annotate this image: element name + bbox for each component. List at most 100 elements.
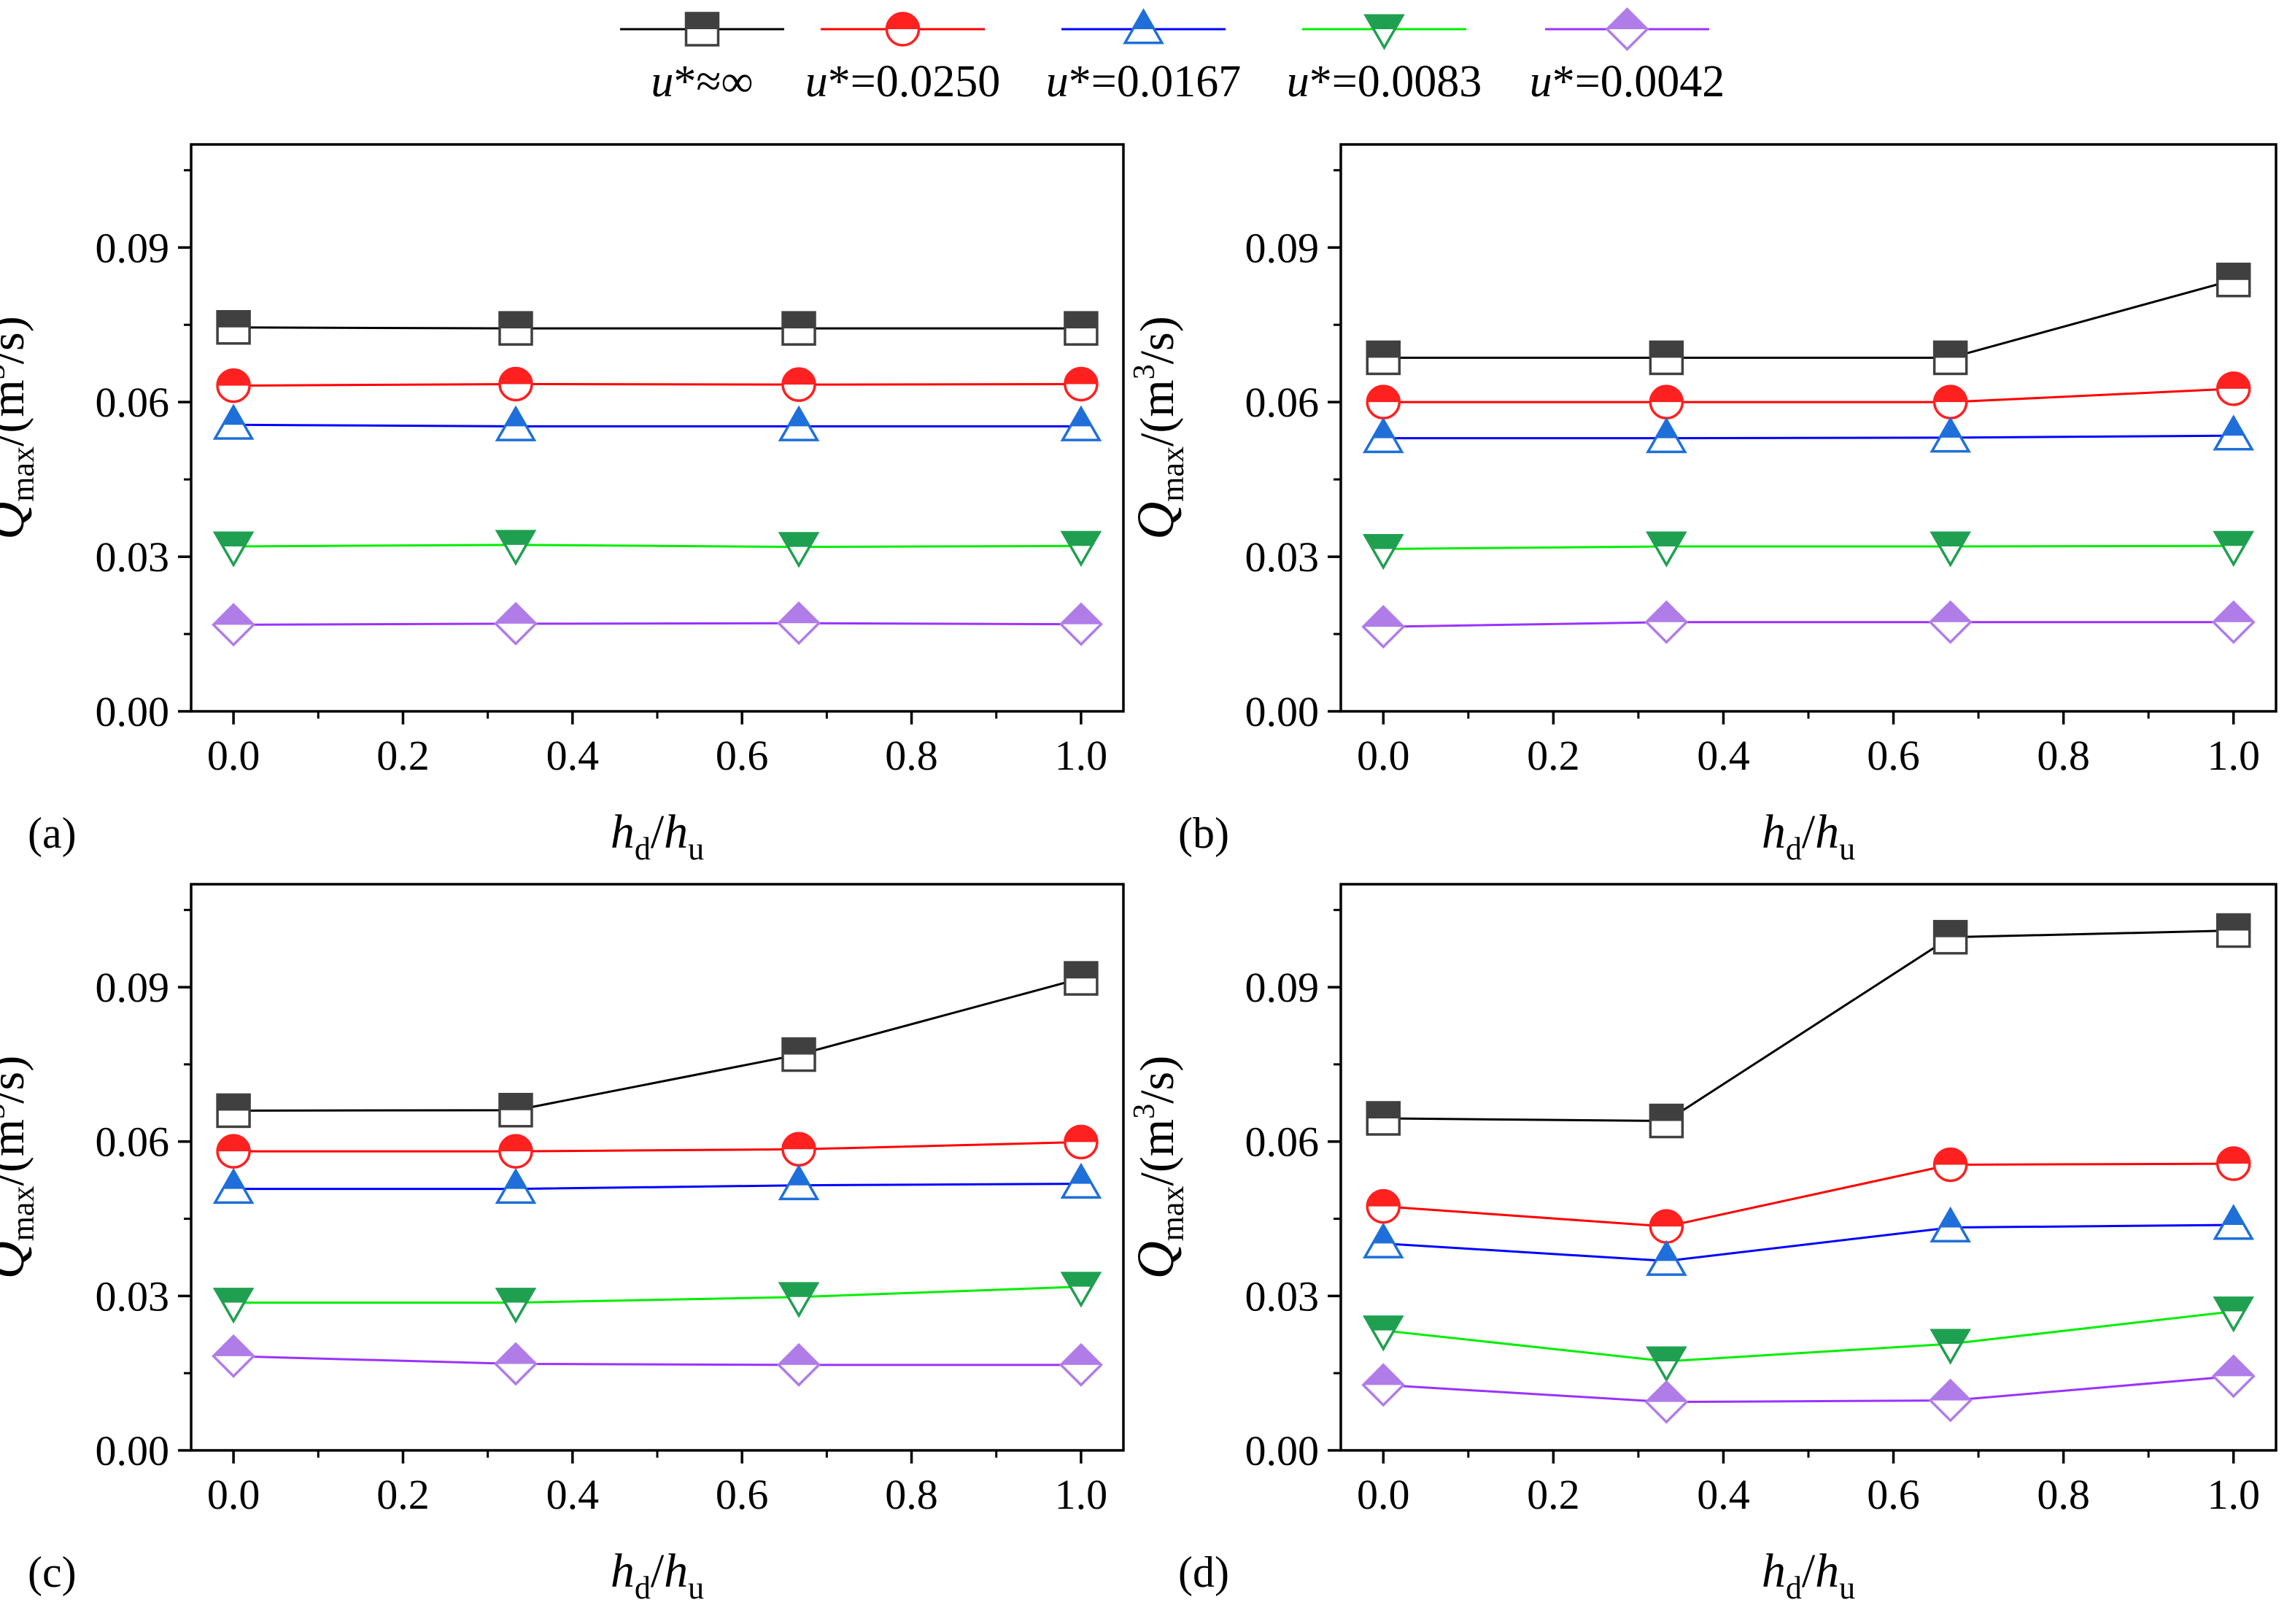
legend-item: u*=0.0250: [805, 12, 1000, 107]
data-point: [1361, 1363, 1406, 1407]
marker-fill: [1646, 602, 1687, 622]
marker-fill: [1367, 386, 1400, 403]
legend-label-value: *=0.0250: [828, 57, 1000, 107]
marker-fill: [1940, 1209, 1962, 1228]
data-point: [778, 1282, 820, 1318]
x-tick-label: 0.0: [1357, 732, 1410, 779]
x-axis-label-sub: d: [1786, 1570, 1802, 1606]
panel-tag: (c): [28, 1548, 77, 1596]
marker-fill: [1930, 602, 1971, 622]
data-point: [1644, 600, 1689, 644]
marker-fill: [505, 408, 527, 427]
marker-outline: [212, 1167, 255, 1205]
series: [216, 1124, 1099, 1169]
data-point: [498, 311, 533, 346]
data-point: [1366, 1188, 1401, 1224]
data-point: [1064, 961, 1099, 996]
marker-fill: [217, 311, 250, 328]
plot-frame: [190, 143, 1125, 713]
marker-fill: [499, 312, 532, 329]
y-tick-label: 0.06: [1245, 379, 1320, 426]
series-line: [1383, 434, 2234, 440]
marker-fill: [2217, 263, 2250, 280]
series: [212, 1334, 1103, 1387]
marker-outline: [1366, 1101, 1401, 1136]
series-line: [1383, 544, 2234, 550]
marker-fill: [1367, 341, 1400, 358]
series: [216, 310, 1099, 346]
data-point: [495, 530, 537, 566]
marker-fill: [2215, 532, 2253, 546]
marker-outline: [1649, 340, 1684, 376]
data-point: [1646, 1346, 1687, 1383]
marker-outline: [1060, 405, 1102, 441]
marker-fill: [1650, 386, 1683, 403]
data-point: [498, 1092, 533, 1128]
data-point: [495, 1167, 537, 1205]
marker-fill: [1064, 368, 1097, 384]
marker-outline: [494, 601, 538, 646]
panel: 0.00.20.40.60.81.00.000.030.060.09Qmax/(…: [0, 143, 1125, 867]
marker-outline: [1362, 417, 1404, 454]
x-axis-label-sub: d: [635, 1570, 651, 1606]
series-line: [1383, 1310, 2234, 1363]
data-point: [2211, 600, 2256, 644]
legend-marker: [684, 12, 720, 47]
data-point: [2213, 1204, 2255, 1240]
marker-fill: [1648, 1347, 1685, 1361]
marker-fill: [2213, 602, 2254, 622]
panel-tag: (b): [1178, 809, 1229, 857]
marker-fill: [497, 1288, 535, 1303]
series-line: [233, 544, 1081, 549]
data-point: [1930, 1206, 1971, 1242]
marker-fill: [214, 533, 252, 546]
marker-fill: [495, 603, 536, 624]
marker-fill: [1932, 533, 1969, 546]
x-axis-label-var: h: [1762, 1544, 1786, 1598]
x-axis-label-sub2: u: [688, 1570, 704, 1606]
marker-fill: [1070, 1165, 1092, 1184]
legend-label: u*=0.0250: [805, 57, 1000, 107]
y-axis-label: Qmax/(m3/s): [0, 1056, 41, 1279]
marker-outline: [2215, 1146, 2251, 1181]
marker-fill: [222, 406, 244, 425]
y-axis-label-unit-close: /s): [1131, 316, 1184, 364]
data-point: [778, 405, 820, 441]
data-point: [1932, 919, 1968, 955]
panel-tag: (d): [1178, 1548, 1229, 1596]
marker-fill: [788, 1167, 810, 1186]
data-point: [1060, 1272, 1102, 1308]
x-tick-label: 0.2: [376, 1471, 430, 1518]
marker-fill: [1064, 312, 1097, 329]
legend-label-value: *≈∞: [673, 57, 753, 107]
marker-fill: [213, 1336, 254, 1356]
marker-fill: [1934, 921, 1967, 937]
marker-outline: [1064, 366, 1099, 402]
marker-fill: [495, 1343, 536, 1364]
series: [212, 1162, 1102, 1205]
data-point: [1649, 1209, 1684, 1244]
x-tick-label: 0.2: [1527, 732, 1580, 779]
y-axis-label-sub: max: [5, 1186, 41, 1241]
data-point: [1928, 600, 1973, 644]
legend-item: u*=0.0083: [1287, 14, 1482, 107]
data-point: [1932, 384, 1968, 419]
x-tick-label: 0.6: [1867, 1471, 1920, 1518]
marker-outline: [1930, 1329, 1971, 1365]
marker-fill: [499, 1135, 532, 1152]
marker-outline: [1932, 340, 1968, 376]
marker-outline: [1123, 8, 1164, 45]
x-tick-label: 0.4: [1697, 1471, 1750, 1518]
marker-fill: [2223, 1206, 2245, 1226]
marker-outline: [2211, 1354, 2256, 1399]
y-axis-label-unit: /(m: [0, 1119, 34, 1186]
x-tick-label: 0.0: [1357, 1471, 1410, 1518]
data-point: [1932, 1147, 1968, 1183]
marker-outline: [2211, 600, 2256, 644]
legend-label-value: *=0.0083: [1309, 57, 1482, 107]
marker-outline: [1361, 1363, 1406, 1407]
marker-outline: [778, 532, 820, 568]
data-point: [1930, 417, 1971, 453]
marker-fill: [686, 13, 719, 29]
